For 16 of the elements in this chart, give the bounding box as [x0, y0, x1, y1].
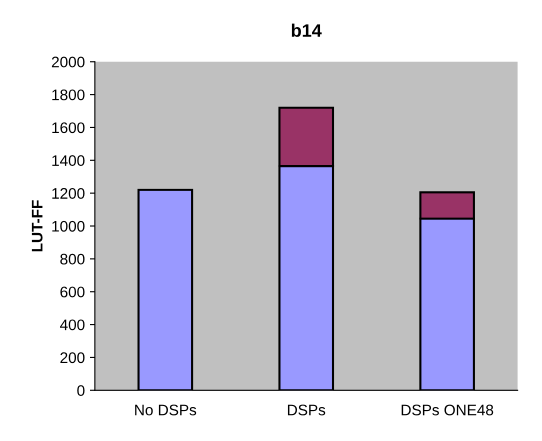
- x-tick-label: DSPs: [288, 404, 326, 416]
- x-tick-label: No DSPs: [135, 404, 196, 416]
- y-axis-title: LUT-FF: [32, 200, 43, 252]
- y-tick-label: 600: [60, 286, 85, 298]
- y-tick-label: 1600: [52, 122, 85, 134]
- y-tick-label: 1800: [52, 89, 85, 100]
- y-tick-label: 1000: [52, 220, 85, 232]
- y-tick-label: 2000: [52, 56, 85, 68]
- chart-title: b14: [292, 24, 322, 37]
- y-tick-label: 1200: [52, 188, 85, 199]
- y-tick-label: 200: [60, 352, 85, 364]
- y-tick-label: 0: [77, 385, 85, 396]
- y-tick-label: 800: [60, 254, 85, 265]
- y-tick-label: 400: [60, 319, 85, 330]
- y-tick-label: 1400: [52, 155, 85, 166]
- x-tick-label: DSPs ONE48: [402, 404, 494, 416]
